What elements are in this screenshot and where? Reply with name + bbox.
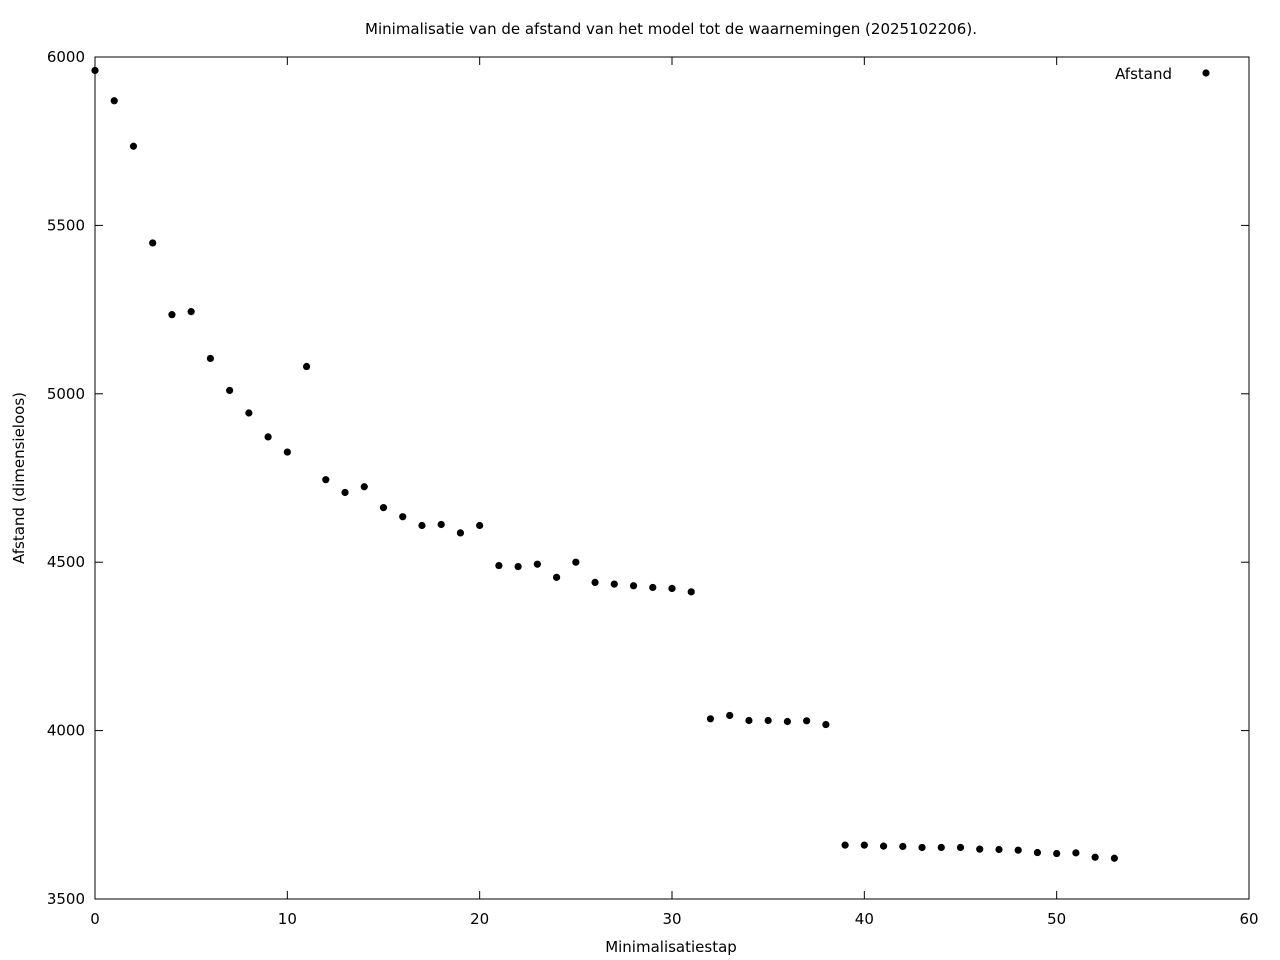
data-point [110, 97, 118, 105]
data-point [649, 583, 657, 592]
data-point [168, 311, 176, 319]
y-tick-label: 3500 [47, 890, 85, 908]
data-point [476, 521, 484, 530]
legend-marker-afstand [1202, 69, 1210, 77]
data-point [764, 716, 772, 725]
data-point [1091, 853, 1099, 861]
data-point [514, 562, 522, 571]
data-point [187, 308, 195, 316]
x-tick-label: 40 [855, 910, 874, 928]
data-point [803, 717, 811, 725]
data-point [860, 841, 868, 849]
data-point [879, 842, 888, 850]
data-point [302, 362, 311, 371]
data-point [629, 582, 638, 590]
data-point [322, 476, 330, 484]
data-point [379, 504, 388, 512]
y-tick-label: 4000 [47, 722, 85, 740]
data-point [822, 720, 830, 729]
data-point [610, 580, 618, 588]
data-point [91, 66, 99, 75]
y-axis-label: Afstand (dimensieloos) [10, 392, 28, 564]
data-point [341, 488, 349, 497]
data-point [668, 584, 676, 593]
data-point [418, 521, 426, 530]
data-point [1053, 849, 1061, 858]
data-point [399, 513, 407, 521]
y-tick-label: 5500 [47, 216, 85, 234]
data-point [495, 561, 503, 570]
y-tick-label: 4500 [47, 553, 85, 571]
x-tick-label: 60 [1239, 910, 1258, 928]
legend-label-afstand: Afstand [1115, 65, 1172, 83]
data-point [726, 711, 734, 720]
data-point [937, 843, 945, 852]
data-point [572, 558, 580, 566]
data-point [783, 717, 792, 726]
data-point [206, 354, 214, 363]
data-point [976, 845, 984, 853]
data-points [91, 66, 1118, 862]
data-point [283, 448, 291, 456]
legend: Afstand [1115, 65, 1210, 83]
data-point [149, 239, 157, 247]
data-point [1110, 854, 1118, 862]
y-tick-label: 5000 [47, 385, 85, 403]
data-point [899, 842, 907, 851]
data-point [533, 560, 541, 568]
x-tick-label: 10 [278, 910, 297, 928]
data-point [841, 841, 849, 849]
x-tick-label: 30 [662, 910, 681, 928]
data-point [1033, 848, 1042, 857]
data-point [995, 845, 1003, 854]
chart-title: Minimalisatie van de afstand van het mod… [365, 20, 977, 38]
data-point [456, 529, 465, 537]
data-point [437, 520, 445, 529]
x-axis-label: Minimalisatiestap [605, 938, 737, 956]
data-point [245, 409, 253, 417]
data-point [264, 433, 272, 441]
data-point [1014, 846, 1022, 854]
data-point [360, 483, 368, 491]
data-point [918, 843, 926, 852]
tick-marks [94, 56, 1250, 900]
x-tick-label: 20 [470, 910, 489, 928]
data-point [129, 142, 138, 150]
tick-labels: 0 10 20 30 40 50 60 3500 4000 4500 5000 5500 6000 [47, 48, 1259, 928]
x-tick-label: 0 [90, 910, 100, 928]
data-point [553, 573, 561, 581]
y-tick-label: 6000 [47, 48, 85, 66]
data-point [226, 386, 234, 395]
data-point [687, 588, 695, 596]
data-point [745, 716, 753, 725]
data-point [706, 715, 715, 723]
data-point [1072, 849, 1080, 857]
data-point [956, 843, 965, 852]
data-point [591, 578, 599, 587]
x-tick-label: 50 [1047, 910, 1066, 928]
